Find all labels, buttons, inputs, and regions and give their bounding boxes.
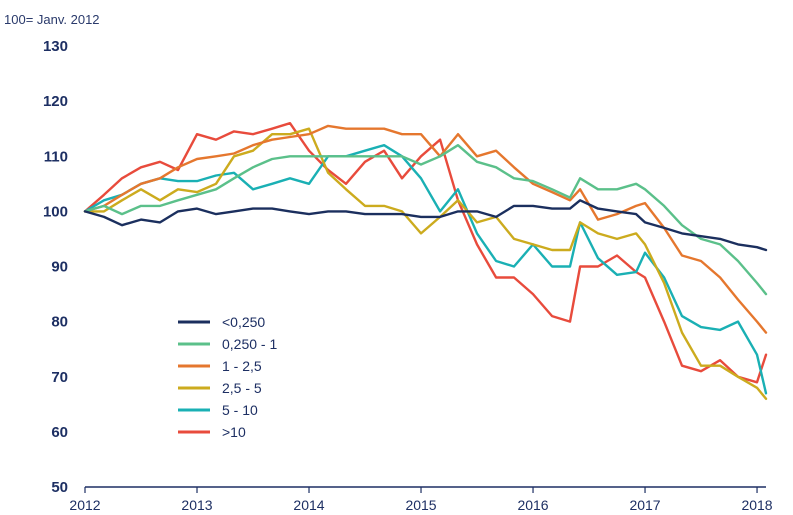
series-lines	[83, 121, 768, 400]
x-tick-label: 2015	[405, 497, 436, 513]
y-tick-label: 70	[51, 369, 68, 386]
legend-label: <0,250	[222, 314, 265, 330]
x-tick-label: 2012	[69, 497, 100, 513]
legend: <0,250 0,250 - 1 1 - 2,5 2,5 - 5 5 - 10 >10	[178, 314, 277, 440]
y-tick-label: 130	[43, 38, 68, 55]
series-line	[83, 143, 768, 395]
y-tick-label: 80	[51, 314, 68, 331]
x-tick-label: 2014	[293, 497, 324, 513]
y-tick-label: 100	[43, 203, 68, 220]
x-axis: 2012 2013 2014 2015 2016 2017 2018	[69, 486, 773, 513]
series-line	[83, 121, 768, 384]
series-line	[83, 127, 768, 400]
series-line	[83, 143, 768, 296]
y-tick-label: 110	[44, 148, 68, 165]
x-tick-label: 2017	[629, 497, 660, 513]
legend-label: 0,250 - 1	[222, 336, 277, 352]
series-line	[83, 199, 768, 252]
y-tick-label: 50	[51, 479, 68, 496]
x-tick-label: 2016	[517, 497, 548, 513]
legend-label: 1 - 2,5	[222, 358, 262, 374]
x-tick-label: 2013	[181, 497, 212, 513]
unit-note: 100= Janv. 2012	[4, 12, 100, 27]
legend-label: >10	[222, 424, 246, 440]
y-tick-label: 60	[51, 424, 68, 441]
legend-label: 5 - 10	[222, 402, 258, 418]
y-tick-label: 120	[43, 93, 68, 110]
y-axis: 50 60 70 80 90 100 110 120 130	[43, 38, 68, 496]
x-tick-label: 2018	[741, 497, 772, 513]
legend-label: 2,5 - 5	[222, 380, 262, 396]
y-tick-label: 90	[51, 259, 68, 276]
